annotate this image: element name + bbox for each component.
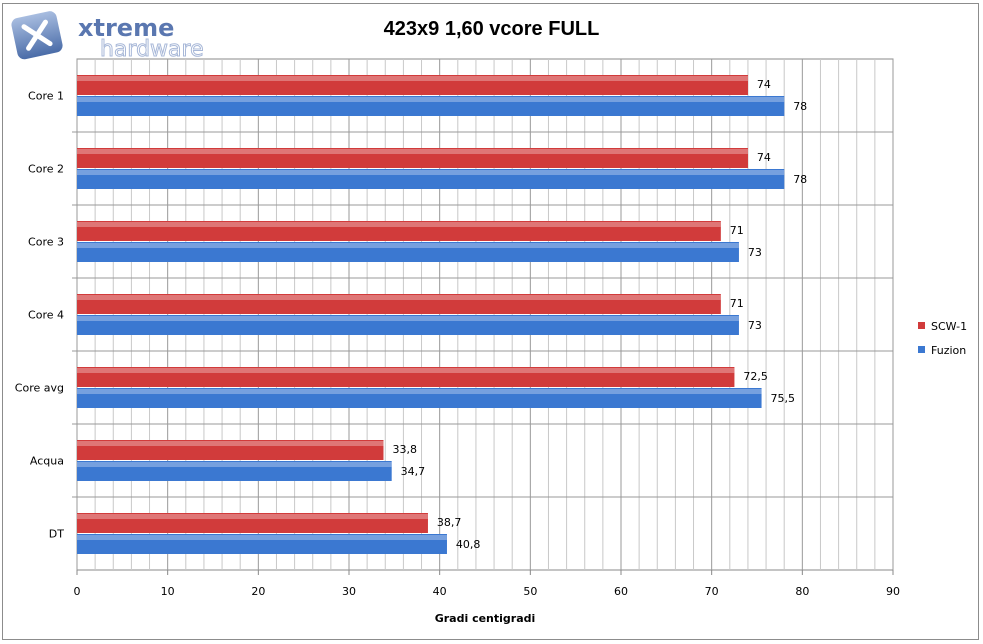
- bar-shade: [77, 294, 721, 314]
- x-tick-label: 40: [433, 585, 447, 598]
- category-label: DT: [49, 528, 64, 541]
- data-label: 74: [757, 78, 771, 91]
- bar-highlight: [77, 222, 721, 227]
- logo-text-hardware: hardware: [100, 37, 204, 60]
- bar-highlight: [77, 170, 785, 175]
- bar-highlight: [77, 97, 785, 102]
- bar-highlight: [77, 316, 739, 321]
- category-label: Core 2: [28, 163, 64, 176]
- bar-shade: [77, 534, 447, 554]
- x-tick-label: 60: [614, 585, 628, 598]
- x-tick-label: 0: [74, 585, 81, 598]
- bar-shade: [77, 513, 428, 533]
- bar-shade: [77, 169, 785, 189]
- data-label: 71: [730, 224, 744, 237]
- category-label: Core avg: [15, 382, 64, 395]
- bar-shade: [77, 388, 762, 408]
- bar-shade: [77, 221, 721, 241]
- data-label: 78: [793, 173, 807, 186]
- x-axis-label: Gradi centigradi: [435, 612, 536, 625]
- legend-swatch-scw-1: [918, 322, 925, 329]
- x-tick-label: 20: [251, 585, 265, 598]
- bar-shade: [77, 461, 392, 481]
- legend-swatch-fuzion: [918, 346, 925, 353]
- category-label: Core 4: [28, 309, 64, 322]
- data-label: 78: [793, 100, 807, 113]
- legend-label: Fuzion: [931, 344, 966, 357]
- chart-title: 423x9 1,60 vcore FULL: [383, 18, 600, 40]
- bar-shade: [77, 96, 785, 116]
- data-label: 40,8: [456, 538, 481, 551]
- bar-shade: [77, 440, 384, 460]
- data-label: 73: [748, 319, 762, 332]
- bar-shade: [77, 148, 748, 168]
- bar-highlight: [77, 514, 428, 519]
- bar-highlight: [77, 76, 748, 81]
- category-label: Core 3: [28, 236, 64, 249]
- data-label: 72,5: [743, 370, 768, 383]
- data-label: 33,8: [392, 443, 417, 456]
- bar-highlight: [77, 368, 735, 373]
- x-tick-label: 50: [523, 585, 537, 598]
- bar-highlight: [77, 462, 392, 467]
- x-tick-label: 80: [795, 585, 809, 598]
- x-tick-label: 10: [161, 585, 175, 598]
- bar-shade: [77, 75, 748, 95]
- bar-highlight: [77, 295, 721, 300]
- data-label: 71: [730, 297, 744, 310]
- x-tick-label: 70: [705, 585, 719, 598]
- legend-label: SCW-1: [931, 320, 967, 333]
- bar-highlight: [77, 535, 447, 540]
- logo-text-xtreme: xtreme: [78, 14, 174, 42]
- x-tick-label: 30: [342, 585, 356, 598]
- bar-highlight: [77, 243, 739, 248]
- bar-highlight: [77, 389, 762, 394]
- data-label: 73: [748, 246, 762, 259]
- bar-highlight: [77, 149, 748, 154]
- bar-shade: [77, 315, 739, 335]
- data-label: 75,5: [771, 392, 796, 405]
- category-label: Core 1: [28, 90, 64, 103]
- chart-frame: [2, 3, 979, 640]
- bar-shade: [77, 367, 735, 387]
- data-label: 74: [757, 151, 771, 164]
- bar-shade: [77, 242, 739, 262]
- category-label: Acqua: [30, 455, 64, 468]
- xtreme-hardware-logo: xtreme hardware: [11, 11, 204, 60]
- data-label: 38,7: [437, 516, 462, 529]
- data-label: 34,7: [401, 465, 426, 478]
- plot-area: [76, 58, 894, 571]
- x-tick-label: 90: [886, 585, 900, 598]
- bar-highlight: [77, 441, 384, 446]
